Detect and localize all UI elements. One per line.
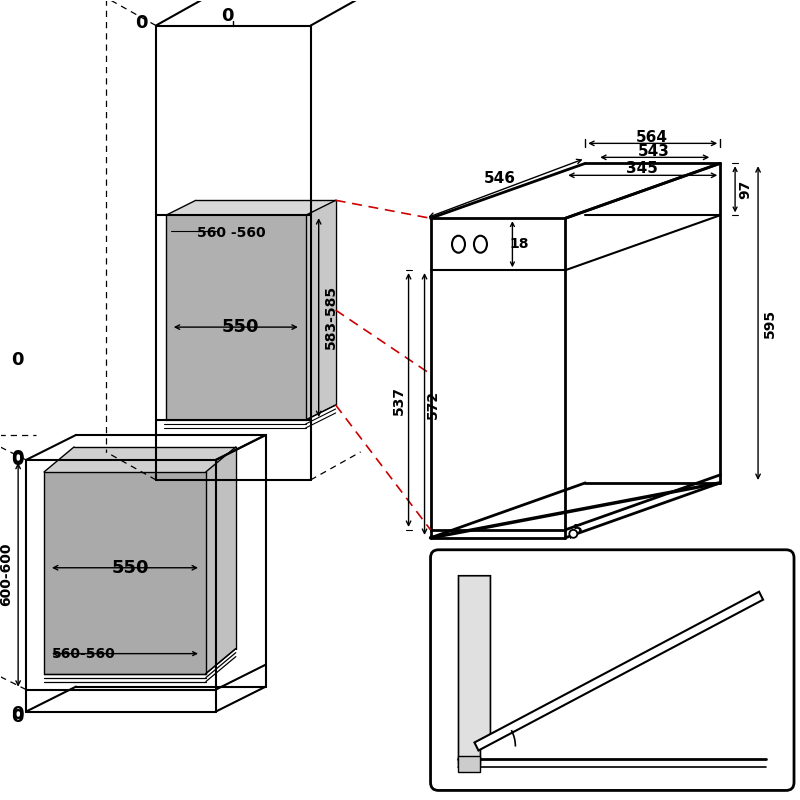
- Text: 550: 550: [111, 558, 149, 577]
- Polygon shape: [166, 200, 336, 215]
- Text: 10: 10: [628, 770, 649, 785]
- Polygon shape: [306, 200, 336, 420]
- Text: 572: 572: [426, 390, 439, 418]
- Text: 6: 6: [782, 757, 790, 770]
- Polygon shape: [474, 592, 763, 750]
- Text: 345: 345: [626, 161, 658, 176]
- Text: 564: 564: [636, 130, 668, 145]
- Text: 0: 0: [11, 451, 24, 469]
- Text: 20: 20: [486, 568, 508, 583]
- Circle shape: [570, 530, 578, 538]
- Polygon shape: [44, 447, 236, 472]
- Text: 595: 595: [763, 309, 777, 338]
- Text: 543: 543: [638, 144, 670, 159]
- Text: 560-560: 560-560: [52, 646, 116, 661]
- Text: 560 -560: 560 -560: [197, 226, 265, 240]
- Ellipse shape: [474, 236, 487, 253]
- Text: 89°: 89°: [514, 702, 542, 717]
- Text: 458: 458: [604, 568, 636, 583]
- Text: 0: 0: [11, 707, 24, 726]
- Polygon shape: [206, 447, 236, 674]
- FancyBboxPatch shape: [430, 550, 794, 790]
- Polygon shape: [166, 215, 306, 420]
- Polygon shape: [44, 472, 206, 674]
- Text: 0: 0: [11, 449, 24, 467]
- Text: 0: 0: [222, 6, 234, 25]
- Polygon shape: [458, 576, 490, 765]
- Text: 18: 18: [510, 238, 529, 251]
- Text: 0: 0: [11, 705, 24, 722]
- Text: 0: 0: [11, 351, 24, 369]
- Text: 600-600: 600-600: [0, 543, 13, 606]
- Polygon shape: [458, 757, 481, 773]
- Text: 537: 537: [391, 386, 406, 414]
- Text: 550: 550: [222, 318, 259, 336]
- Text: 5: 5: [573, 523, 582, 537]
- Text: 595: 595: [579, 560, 611, 575]
- Text: 97: 97: [738, 180, 752, 199]
- Text: 546: 546: [483, 171, 515, 186]
- Text: 583-585: 583-585: [324, 285, 338, 349]
- Text: 0: 0: [135, 14, 148, 31]
- Ellipse shape: [452, 236, 465, 253]
